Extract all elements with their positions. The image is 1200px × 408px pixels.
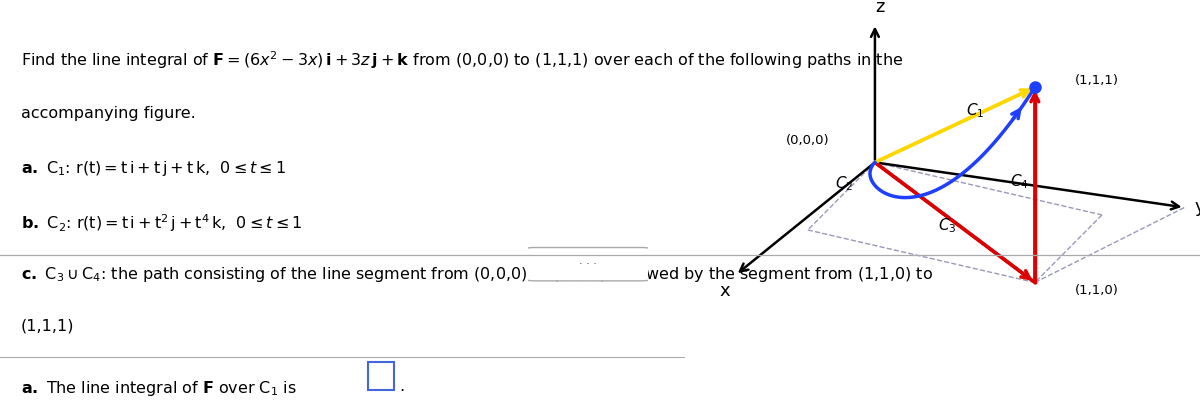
Text: $C_4$: $C_4$: [1010, 173, 1028, 191]
Text: accompanying figure.: accompanying figure.: [20, 106, 196, 121]
Text: y: y: [1195, 198, 1200, 216]
Text: $\mathbf{b.}$ $\mathrm{C_2}$: $\mathrm{r(t) = t\,i + t^2\,j + t^4\,k}$,  $0 \leq: $\mathbf{b.}$ $\mathrm{C_2}$: $\mathrm{r…: [20, 212, 302, 234]
Text: Find the line integral of $\mathbf{F} = \left(6x^2 - 3x\right)\,\mathbf{i} + 3z\: Find the line integral of $\mathbf{F} = …: [20, 49, 902, 71]
Text: $\mathbf{c.}$ $\mathrm{C_3 \cup C_4}$: the path consisting of the line segment f: $\mathbf{c.}$ $\mathrm{C_3 \cup C_4}$: t…: [20, 265, 932, 284]
Text: (0,0,0): (0,0,0): [786, 133, 829, 146]
Text: x: x: [720, 282, 731, 301]
Text: $C_3$: $C_3$: [938, 216, 956, 235]
Text: (1,1,1): (1,1,1): [1075, 73, 1118, 86]
Text: $C_1$: $C_1$: [966, 102, 985, 120]
Text: $\mathbf{a.}$ $\mathrm{C_1}$: $\mathrm{r(t) = t\,i + t\,j + t\,k}$,  $0 \leq t \: $\mathbf{a.}$ $\mathrm{C_1}$: $\mathrm{r…: [20, 159, 286, 178]
FancyBboxPatch shape: [368, 362, 394, 390]
Text: · · ·: · · ·: [580, 259, 596, 269]
Text: (1,1,0): (1,1,0): [1075, 284, 1118, 297]
Text: $\mathbf{a.}$ The line integral of $\mathbf{F}$ over $\mathrm{C_1}$ is: $\mathbf{a.}$ The line integral of $\mat…: [20, 379, 296, 399]
Text: .: .: [400, 379, 404, 395]
Text: z: z: [875, 0, 884, 16]
Text: (1,1,1): (1,1,1): [20, 318, 74, 333]
Text: $C_2$: $C_2$: [835, 175, 853, 193]
FancyBboxPatch shape: [524, 248, 652, 281]
